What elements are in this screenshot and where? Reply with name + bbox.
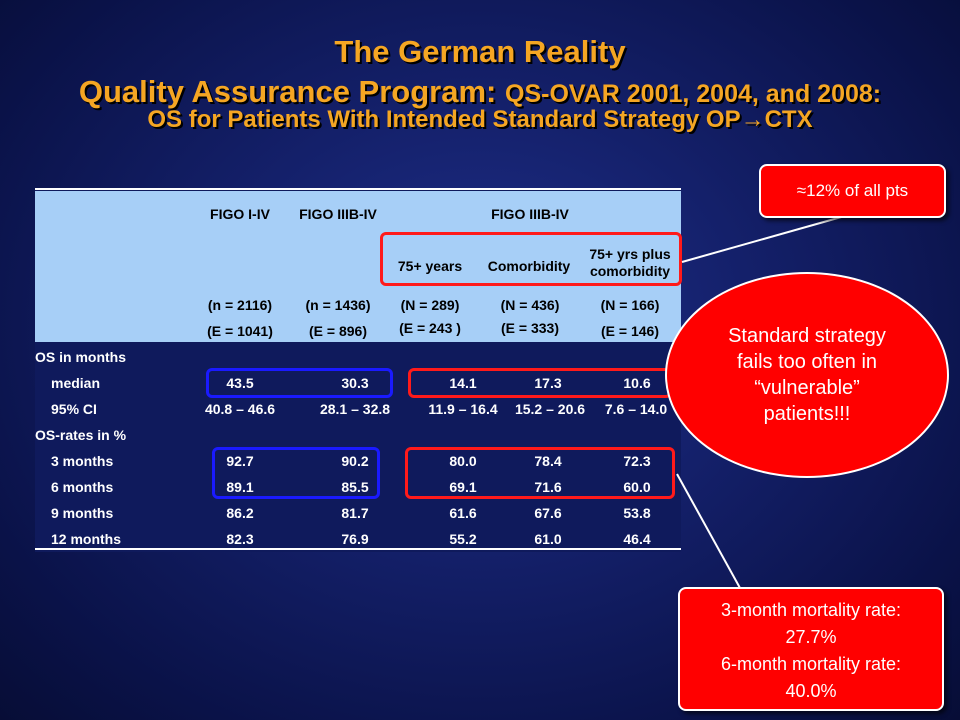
connector-line-bottom bbox=[676, 473, 741, 589]
row-label: 6 months bbox=[51, 479, 114, 495]
table-cell: 80.0 bbox=[449, 453, 477, 469]
callout-mortality: 3-month mortality rate: 27.7% 6-month mo… bbox=[678, 587, 944, 711]
e-value: (E = 896) bbox=[309, 323, 367, 339]
table-cell: 10.6 bbox=[623, 375, 651, 391]
table-cell: 92.7 bbox=[226, 453, 254, 469]
mortality-line: 27.7% bbox=[785, 627, 837, 647]
table-cell: 14.1 bbox=[449, 375, 477, 391]
section-os-rates: OS-rates in % bbox=[35, 427, 127, 443]
highlight-rates-subgroups bbox=[405, 447, 675, 499]
row-label: 12 months bbox=[51, 531, 122, 547]
slide-title: The German Reality bbox=[334, 34, 626, 69]
e-value: (E = 1041) bbox=[207, 323, 273, 339]
header-figo-iiib-iv: FIGO IIIB-IV bbox=[299, 206, 377, 222]
table-cell: 11.9 – 16.4 bbox=[428, 401, 498, 417]
n-value: (N = 166) bbox=[600, 297, 660, 313]
row-label: 9 months bbox=[51, 505, 114, 521]
table-bottom-rule bbox=[35, 548, 681, 550]
table-cell: 53.8 bbox=[623, 505, 651, 521]
header-75-plus-comorbidity: 75+ yrs plus comorbidity bbox=[589, 246, 671, 279]
highlight-rates-figo bbox=[212, 447, 380, 499]
row-label: 3 months bbox=[51, 453, 114, 469]
table-cell: 69.1 bbox=[449, 479, 477, 495]
table-cell: 43.5 bbox=[226, 375, 254, 391]
subtitle-main: Quality Assurance Program: bbox=[78, 74, 497, 109]
table-cell: 85.5 bbox=[341, 479, 369, 495]
n-value: (N = 436) bbox=[500, 297, 560, 313]
ellipse-line: Standard strategy bbox=[728, 325, 886, 347]
e-value: (E = 333) bbox=[501, 320, 559, 336]
table-top-rule bbox=[35, 188, 681, 190]
mortality-line: 40.0% bbox=[785, 681, 837, 701]
row-label: 95% CI bbox=[51, 401, 97, 417]
header-figo-iiib-iv-sub: FIGO IIIB-IV bbox=[491, 206, 569, 222]
n-value: (N = 289) bbox=[400, 297, 460, 313]
header-75-years: 75+ years bbox=[397, 258, 463, 274]
table-cell: 61.6 bbox=[449, 505, 477, 521]
ellipse-line: fails too often in bbox=[736, 351, 878, 373]
n-value: (n = 2116) bbox=[207, 297, 273, 313]
header-figo-i-iv: FIGO I-IV bbox=[210, 206, 270, 222]
table-cell: 71.6 bbox=[534, 479, 562, 495]
table-cell: 28.1 – 32.8 bbox=[319, 401, 391, 417]
row-label: median bbox=[51, 375, 101, 391]
table-cell: 82.3 bbox=[226, 531, 254, 547]
table-cell: 81.7 bbox=[341, 505, 369, 521]
callout-percent-all: ≈12% of all pts bbox=[759, 164, 946, 218]
slide-subtitle: Quality Assurance Program: QS-OVAR 2001,… bbox=[0, 74, 960, 110]
table-cell: 55.2 bbox=[449, 531, 477, 547]
subtitle-2-post: CTX bbox=[764, 106, 813, 133]
table-cell: 76.9 bbox=[341, 531, 369, 547]
mortality-line: 6-month mortality rate: bbox=[720, 654, 902, 674]
table-cell: 40.8 – 46.6 bbox=[204, 401, 276, 417]
table-cell: 60.0 bbox=[623, 479, 651, 495]
callout-ellipse: Standard strategy fails too often in “vu… bbox=[665, 272, 949, 478]
table-header bbox=[35, 191, 681, 342]
table-cell: 72.3 bbox=[623, 453, 651, 469]
n-value: (n = 1436) bbox=[305, 297, 371, 313]
subtitle-2-pre: OS for Patients With Intended Standard S… bbox=[147, 106, 741, 133]
table-cell: 86.2 bbox=[226, 505, 254, 521]
subtitle-sub: QS-OVAR 2001, 2004, and 2008: bbox=[505, 80, 882, 108]
table-cell: 67.6 bbox=[534, 505, 562, 521]
table-cell: 61.0 bbox=[534, 531, 562, 547]
table-cell: 46.4 bbox=[623, 531, 651, 547]
table-cell: 17.3 bbox=[534, 375, 562, 391]
table-cell: 90.2 bbox=[341, 453, 369, 469]
highlight-subgroup-header bbox=[380, 232, 682, 286]
slide-subtitle-2: OS for Patients With Intended Standard S… bbox=[0, 106, 960, 134]
ellipse-line: “vulnerable” bbox=[754, 377, 860, 399]
table-cell: 89.1 bbox=[226, 479, 254, 495]
ellipse-line: patients!!! bbox=[763, 403, 851, 425]
table-cell: 7.6 – 14.0 bbox=[604, 401, 668, 417]
header-comorbidity: Comorbidity bbox=[487, 258, 571, 274]
table-cell: 15.2 – 20.6 bbox=[514, 401, 586, 417]
e-value: (E = 146) bbox=[601, 323, 659, 339]
table-cell: 30.3 bbox=[341, 375, 369, 391]
e-value: (E = 243 ) bbox=[399, 320, 461, 336]
connector-line-top bbox=[681, 213, 853, 263]
mortality-line: 3-month mortality rate: bbox=[720, 600, 902, 620]
highlight-median-figo bbox=[206, 368, 393, 398]
arrow-icon: → bbox=[740, 106, 765, 133]
table-cell: 78.4 bbox=[534, 453, 562, 469]
section-os-months: OS in months bbox=[35, 349, 126, 365]
